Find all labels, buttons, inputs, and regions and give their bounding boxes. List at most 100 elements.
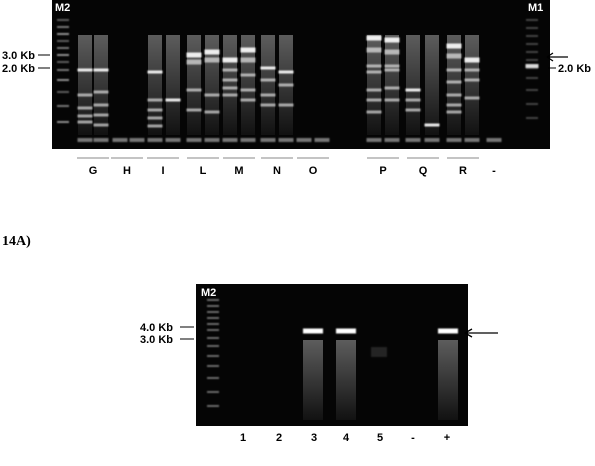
- lane-label: G: [89, 165, 98, 177]
- band: [207, 317, 219, 319]
- gel-bottom: [196, 284, 468, 426]
- band: [464, 68, 480, 72]
- smear: [303, 340, 323, 420]
- band: [240, 73, 256, 77]
- band: [207, 345, 219, 347]
- band: [93, 138, 109, 142]
- band: [186, 59, 202, 65]
- size-label: 3.0 Kb: [2, 50, 35, 62]
- band: [240, 138, 256, 142]
- band: [278, 83, 294, 87]
- smear: [438, 340, 458, 420]
- lane-label: 4: [343, 432, 350, 444]
- band: [464, 96, 480, 100]
- bands-top: [57, 19, 539, 142]
- band: [384, 98, 400, 102]
- band: [526, 19, 538, 21]
- band: [186, 88, 202, 92]
- band: [260, 103, 276, 107]
- band: [405, 138, 421, 142]
- size-label: 3.0 Kb: [140, 334, 173, 346]
- marker-label: M2: [201, 287, 216, 299]
- band: [384, 68, 400, 72]
- smear: [385, 35, 399, 135]
- band: [446, 80, 462, 84]
- size-label: 2.0 Kb: [558, 63, 591, 75]
- band: [204, 138, 220, 142]
- lane-label: Q: [419, 165, 428, 177]
- band: [93, 90, 109, 94]
- band: [57, 105, 69, 107]
- band: [446, 110, 462, 114]
- band: [366, 70, 382, 74]
- band: [260, 78, 276, 82]
- band: [525, 64, 539, 68]
- band: [384, 49, 400, 55]
- band: [222, 93, 238, 97]
- lane-label: R: [459, 165, 467, 177]
- band: [222, 57, 238, 63]
- lane-label: -: [492, 165, 496, 177]
- lane-label: 5: [377, 432, 383, 444]
- band: [57, 91, 69, 93]
- band: [526, 27, 538, 29]
- band: [57, 54, 69, 56]
- arrow-head: [546, 52, 554, 62]
- band: [366, 35, 382, 41]
- band: [57, 33, 69, 35]
- band: [207, 337, 219, 339]
- band: [366, 64, 382, 68]
- band: [366, 88, 382, 92]
- band: [204, 110, 220, 114]
- smear: [223, 35, 237, 135]
- band: [278, 138, 294, 142]
- band: [77, 120, 93, 124]
- smear: [406, 35, 420, 135]
- band: [278, 103, 294, 107]
- band: [207, 311, 219, 313]
- band: [186, 108, 202, 112]
- band: [526, 89, 538, 91]
- band: [112, 138, 128, 142]
- band: [260, 66, 276, 70]
- band: [222, 68, 238, 72]
- band: [366, 98, 382, 102]
- band: [446, 93, 462, 97]
- smear: [78, 35, 92, 135]
- band: [147, 138, 163, 142]
- band: [77, 106, 93, 110]
- smear: [465, 35, 479, 135]
- smear: [425, 35, 439, 135]
- band: [384, 64, 400, 68]
- band: [526, 117, 538, 119]
- band: [207, 305, 219, 307]
- band: [147, 124, 163, 128]
- band: [405, 108, 421, 112]
- band: [57, 47, 69, 49]
- band: [336, 328, 356, 334]
- band: [207, 323, 219, 325]
- band: [314, 138, 330, 142]
- lane-label: I: [161, 165, 164, 177]
- figure-label: 14A): [2, 234, 31, 249]
- lane-label: -: [411, 432, 415, 444]
- band: [186, 52, 202, 58]
- lane-label: H: [123, 165, 131, 177]
- band: [384, 86, 400, 90]
- lane-label: M: [234, 165, 243, 177]
- band: [204, 93, 220, 97]
- band: [405, 88, 421, 92]
- band: [278, 70, 294, 74]
- band: [93, 113, 109, 117]
- band: [222, 86, 238, 90]
- band: [296, 138, 312, 142]
- smear: [447, 35, 461, 135]
- band: [207, 329, 219, 331]
- band: [424, 123, 440, 127]
- band: [526, 59, 538, 61]
- band: [207, 391, 219, 393]
- band: [77, 114, 93, 118]
